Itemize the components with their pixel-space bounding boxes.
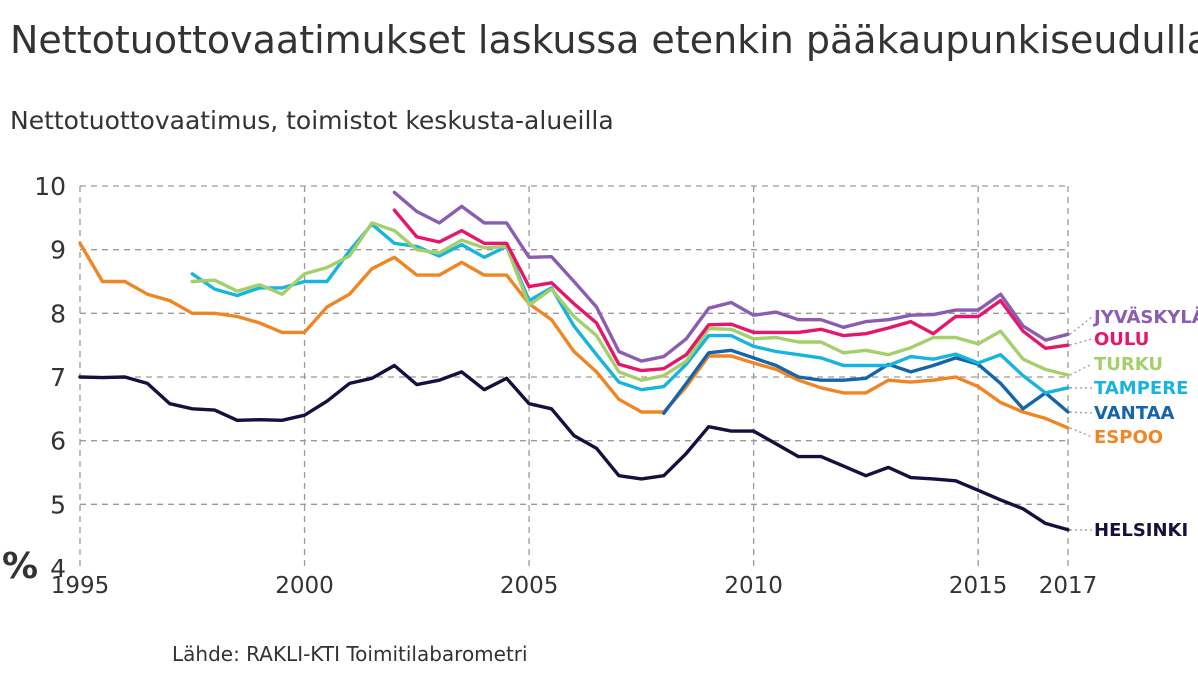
series-lines <box>78 190 1070 532</box>
source-note: Lähde: RAKLI-KTI Toimitilabarometri <box>172 642 528 666</box>
y-tick-label: 6 <box>50 427 66 456</box>
label-leader <box>1069 427 1093 438</box>
x-tick-label: 2015 <box>949 573 1008 599</box>
series-label-tampere: TAMPERE <box>1094 378 1188 399</box>
series-label-turku: TURKU <box>1094 354 1163 375</box>
y-tick-label: 5 <box>50 490 66 519</box>
chart-title: Nettotuottovaatimukset laskussa etenkin … <box>10 18 1198 62</box>
series-label-helsinki: HELSINKI <box>1094 520 1188 541</box>
label-leader <box>1069 363 1093 376</box>
y-tick-label: 7 <box>50 363 66 392</box>
x-tick-label: 2010 <box>724 573 783 599</box>
series-line-espoo <box>78 241 1070 430</box>
axes: 4 5 6 7 8 9 10 1995 2000 2005 2010 2015 2017% <box>2 172 1097 599</box>
series-line-oulu <box>392 208 1070 373</box>
x-tick-label: 1995 <box>51 573 110 599</box>
series-line-vantaa <box>662 348 1070 415</box>
y-tick-label: 10 <box>34 172 66 201</box>
chart-subtitle: Nettotuottovaatimus, toimistot keskusta-… <box>10 106 614 135</box>
series-line-jyväskylä <box>392 190 1070 363</box>
grid <box>79 185 1069 568</box>
series-line-helsinki <box>78 363 1070 532</box>
series-label-jyväskylä: JYVÄSKYLÄ <box>1092 306 1198 328</box>
series-label-vantaa: VANTAA <box>1094 403 1175 424</box>
series-line-turku <box>190 221 1070 382</box>
label-leader <box>1069 316 1093 335</box>
y-tick-label: 4 <box>50 554 66 583</box>
label-leader <box>1069 411 1093 414</box>
y-unit-label: % <box>2 546 38 587</box>
label-leader <box>1069 338 1093 346</box>
x-tick-label: 2005 <box>500 573 559 599</box>
series-label-espoo: ESPOO <box>1094 427 1163 448</box>
x-tick-label: 2017 <box>1039 573 1098 599</box>
series-label-oulu: OULU <box>1094 329 1149 350</box>
y-tick-label: 8 <box>50 299 66 328</box>
x-tick-label: 2000 <box>275 573 334 599</box>
series-line-tampere <box>190 222 1070 395</box>
y-tick-label: 9 <box>50 236 66 265</box>
